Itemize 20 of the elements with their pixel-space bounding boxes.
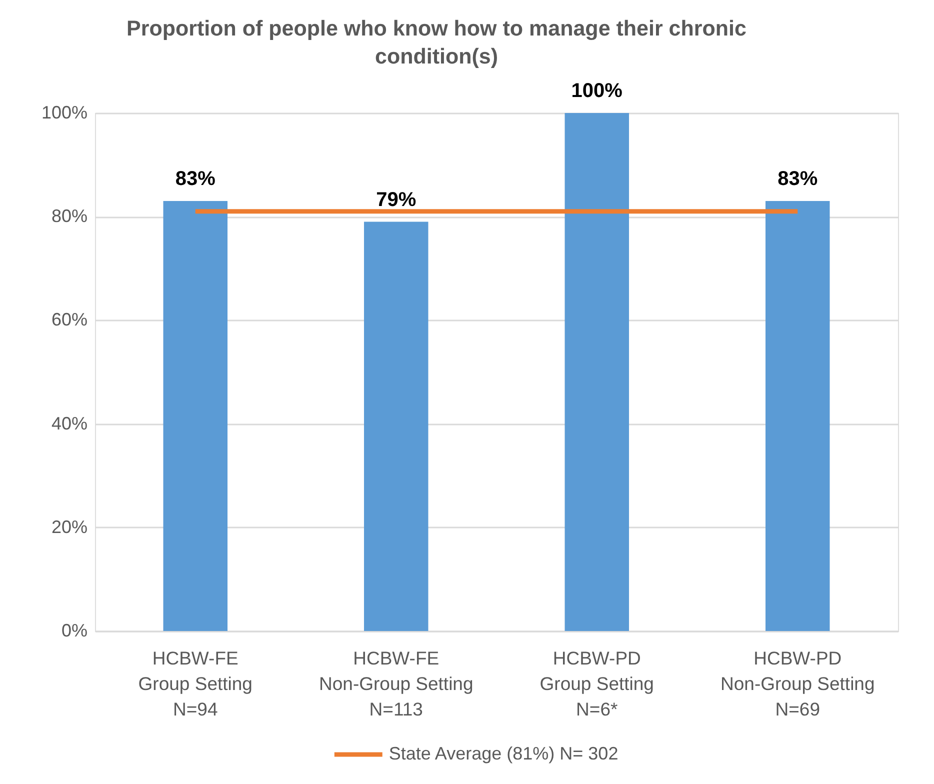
x-tick-label: HCBW-FE Non-Group Setting N=113 [318, 648, 474, 720]
data-label: 83% [778, 168, 818, 190]
y-tick-label: 80% [51, 206, 88, 226]
x-tick-label: HCBW-PD Group Setting N=6* [540, 648, 654, 720]
bar [163, 201, 228, 631]
x-tick-label: HCBW-FE Group Setting N=94 [138, 648, 252, 720]
y-tick-label: 0% [61, 620, 88, 640]
data-label: 100% [571, 80, 623, 102]
data-label: 79% [376, 188, 416, 211]
bar [766, 201, 830, 631]
y-tick-label: 20% [51, 516, 88, 537]
chart-title: Proportion of people who know how to manage their chronic condition(s) [126, 16, 747, 68]
bar [564, 113, 629, 631]
x-tick-label: HCBW-PD Non-Group Setting N=69 [720, 648, 875, 720]
y-tick-label: 40% [51, 413, 88, 434]
data-label: 83% [175, 168, 216, 190]
bar [364, 222, 428, 631]
legend-label: State Average (81%) N= 302 [388, 744, 618, 764]
y-tick-label: 60% [51, 310, 88, 330]
y-tick-label: 100% [41, 102, 88, 122]
